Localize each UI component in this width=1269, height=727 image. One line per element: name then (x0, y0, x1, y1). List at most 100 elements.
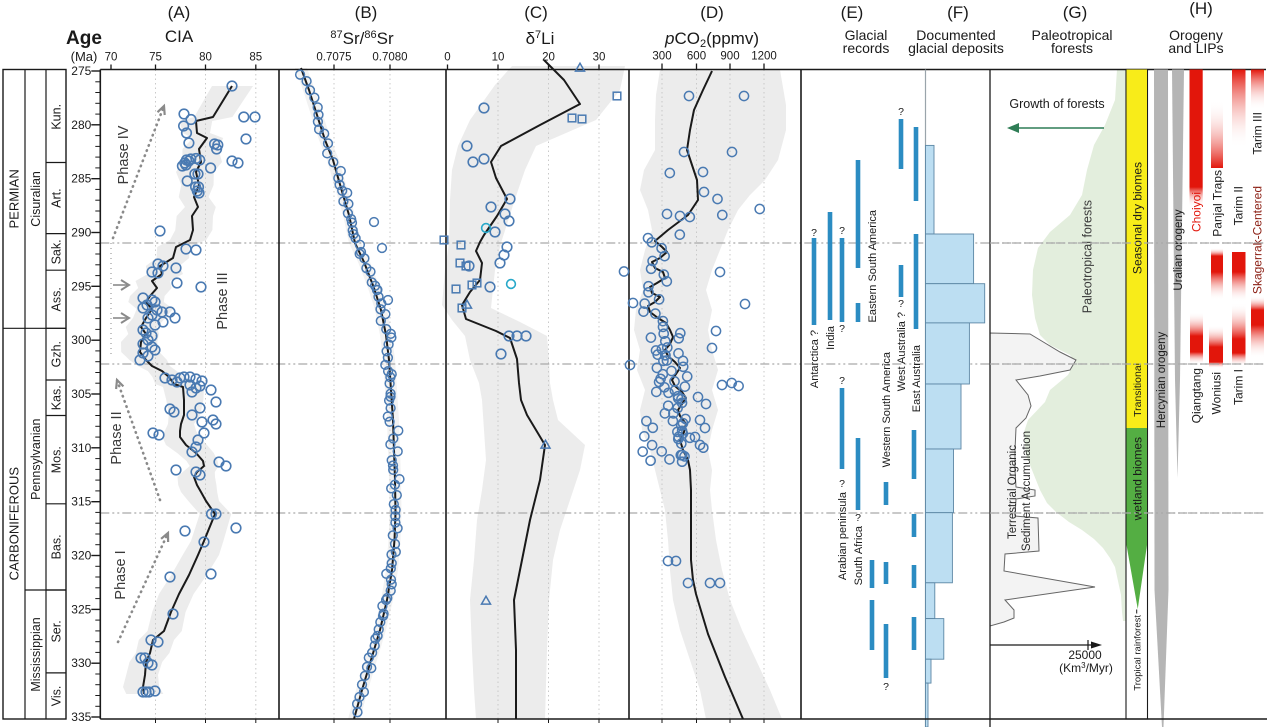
svg-text:glacial deposits: glacial deposits (908, 40, 1004, 56)
svg-text:900: 900 (720, 51, 739, 63)
svg-text:0.7075: 0.7075 (316, 52, 351, 64)
svg-text:records: records (843, 40, 890, 56)
svg-text:Skagerrak-Centered: Skagerrak-Centered (1250, 186, 1264, 294)
svg-text:(Ma): (Ma) (71, 49, 98, 64)
svg-text:Eastern South America: Eastern South America (867, 209, 879, 322)
svg-text:West Australia ?: West Australia ? (896, 312, 908, 391)
svg-text:Mississippian: Mississippian (29, 617, 43, 691)
svg-text:(C): (C) (524, 3, 548, 22)
svg-text:305: 305 (71, 387, 91, 401)
svg-text:Tarim I: Tarim I (1231, 369, 1245, 405)
svg-text:Gzh.: Gzh. (49, 341, 63, 367)
svg-text:Uralian orogeny: Uralian orogeny (1173, 209, 1185, 290)
svg-text:(B): (B) (355, 3, 378, 22)
svg-text:Phase IV: Phase IV (116, 125, 132, 184)
svg-text:30: 30 (593, 52, 606, 64)
svg-text:Paleotropical: Paleotropical (1032, 27, 1113, 43)
svg-text:(G): (G) (1063, 3, 1088, 22)
svg-text:Arabian peninsula: Arabian peninsula (837, 491, 849, 580)
svg-text:300: 300 (652, 51, 671, 63)
svg-text:Ass.: Ass. (49, 287, 63, 311)
svg-text:(Km3/Myr): (Km3/Myr) (1059, 661, 1113, 675)
svg-text:300: 300 (71, 333, 91, 347)
svg-text:80: 80 (199, 52, 212, 64)
svg-text:wetland biomes: wetland biomes (1130, 437, 1144, 521)
svg-text:Western South America: Western South America (881, 351, 893, 467)
svg-text:Documented: Documented (916, 27, 995, 43)
svg-text:Woniusi: Woniusi (1209, 372, 1223, 414)
svg-text:Orogeny: Orogeny (1169, 27, 1223, 43)
svg-text:335: 335 (71, 710, 91, 724)
svg-text:330: 330 (71, 656, 91, 670)
svg-text:Art.: Art. (49, 188, 63, 207)
svg-text:East Australia: East Australia (911, 344, 923, 412)
svg-text:?: ? (839, 225, 845, 237)
svg-text:?: ? (839, 478, 845, 490)
svg-text:0: 0 (444, 52, 450, 64)
svg-text:Ser.: Ser. (49, 620, 63, 642)
svg-text:Paleotropical forests: Paleotropical forests (1081, 200, 1095, 313)
svg-text:(H): (H) (1189, 0, 1213, 18)
svg-text:275: 275 (71, 64, 91, 78)
svg-text:295: 295 (71, 279, 91, 293)
svg-text:?: ? (898, 298, 904, 310)
svg-text:Tarim III: Tarim III (1250, 112, 1264, 155)
svg-text:600: 600 (687, 51, 706, 63)
svg-text:South Africa: South Africa (853, 525, 865, 585)
svg-text:Qiangtang: Qiangtang (1189, 368, 1203, 423)
svg-text:(E): (E) (841, 3, 864, 22)
svg-text:Phase I: Phase I (113, 550, 129, 599)
svg-text:315: 315 (71, 495, 91, 509)
svg-text:Seasonal dry biomes: Seasonal dry biomes (1130, 162, 1144, 274)
svg-text:Bas.: Bas. (49, 534, 63, 559)
svg-text:Cisuralian: Cisuralian (29, 171, 43, 227)
svg-text:85: 85 (249, 52, 262, 64)
svg-text:?: ? (898, 106, 904, 118)
svg-text:Panjal Traps: Panjal Traps (1210, 170, 1224, 237)
svg-text:?: ? (839, 323, 845, 335)
svg-text:Kun.: Kun. (49, 104, 63, 130)
svg-text:87Sr/86Sr: 87Sr/86Sr (330, 29, 394, 48)
svg-text:0.7080: 0.7080 (372, 52, 407, 64)
svg-text:PERMIAN: PERMIAN (7, 169, 22, 228)
svg-text:Hercynian orogeny: Hercynian orogeny (1156, 331, 1168, 428)
svg-text:pCO2(ppmv): pCO2(ppmv) (664, 29, 759, 50)
svg-text:290: 290 (71, 226, 91, 240)
svg-text:Growth of forests: Growth of forests (1009, 97, 1104, 111)
svg-text:Age: Age (66, 28, 102, 49)
svg-text:20: 20 (542, 52, 555, 64)
svg-text:75: 75 (149, 52, 162, 64)
svg-text:δ7Li: δ7Li (526, 29, 555, 48)
svg-text:?: ? (855, 512, 861, 524)
svg-text:310: 310 (71, 441, 91, 455)
svg-text:CIA: CIA (165, 27, 194, 46)
svg-text:Choiyoi: Choiyoi (1189, 192, 1203, 232)
svg-text:?: ? (883, 681, 889, 693)
svg-text:CARBONIFEROUS: CARBONIFEROUS (7, 467, 22, 581)
svg-text:Transitional: Transitional (1132, 363, 1144, 417)
svg-text:and LIPs: and LIPs (1168, 40, 1223, 56)
svg-text:Terrestrial Organic: Terrestrial Organic (1007, 445, 1019, 539)
svg-text:10: 10 (492, 52, 505, 64)
svg-text:Antarctica ?: Antarctica ? (809, 330, 821, 388)
svg-text:Tarim II: Tarim II (1231, 186, 1245, 225)
svg-text:Mos.: Mos. (49, 446, 63, 473)
svg-text:(D): (D) (700, 3, 724, 22)
svg-text:forests: forests (1051, 40, 1093, 56)
svg-text:Phase II: Phase II (109, 411, 125, 464)
svg-text:(A): (A) (168, 3, 191, 22)
svg-text:320: 320 (71, 549, 91, 563)
svg-text:Sak.: Sak. (49, 239, 63, 264)
svg-text:?: ? (839, 375, 845, 387)
svg-text:(F): (F) (947, 3, 969, 22)
svg-text:India: India (825, 325, 837, 350)
svg-text:1200: 1200 (751, 51, 777, 63)
svg-text:70: 70 (105, 52, 118, 64)
svg-text:285: 285 (71, 172, 91, 186)
svg-text:280: 280 (71, 118, 91, 132)
svg-text:25000: 25000 (1068, 648, 1102, 662)
svg-text:325: 325 (71, 602, 91, 616)
svg-text:Sediment Accumulation: Sediment Accumulation (1021, 431, 1033, 551)
svg-text:Pennsylvanian: Pennsylvanian (29, 419, 43, 500)
svg-text:?: ? (811, 227, 817, 239)
